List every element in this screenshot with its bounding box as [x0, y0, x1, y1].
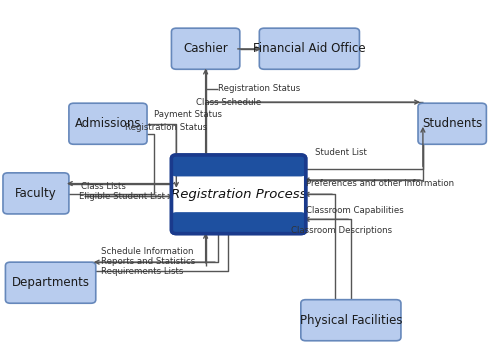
Text: Class Schedule: Class Schedule: [196, 98, 261, 107]
Text: Financial Aid Office: Financial Aid Office: [253, 42, 366, 55]
Text: Registration Status: Registration Status: [218, 84, 300, 93]
FancyBboxPatch shape: [69, 103, 147, 144]
Text: Requirements Lists: Requirements Lists: [100, 267, 183, 276]
Text: Registration Process: Registration Process: [171, 188, 306, 201]
Bar: [176, 216, 301, 223]
Text: Preferences and other information: Preferences and other information: [306, 179, 454, 188]
FancyBboxPatch shape: [171, 155, 306, 176]
FancyBboxPatch shape: [5, 262, 96, 303]
Text: Cashier: Cashier: [183, 42, 228, 55]
Text: Registration Status: Registration Status: [125, 123, 207, 132]
FancyBboxPatch shape: [171, 28, 240, 69]
Text: Payment Status: Payment Status: [154, 111, 222, 120]
Text: Classroom Descriptions: Classroom Descriptions: [291, 225, 392, 234]
Bar: [179, 158, 298, 173]
FancyBboxPatch shape: [171, 212, 306, 234]
Text: Reports and Statistics: Reports and Statistics: [100, 257, 195, 266]
Text: Studnents: Studnents: [422, 117, 482, 130]
Text: Schedule Information: Schedule Information: [100, 247, 193, 256]
Text: Faculty: Faculty: [15, 187, 57, 200]
FancyBboxPatch shape: [301, 300, 401, 341]
FancyBboxPatch shape: [171, 155, 306, 234]
Text: Admissions: Admissions: [75, 117, 141, 130]
Text: Classroom Capabilities: Classroom Capabilities: [306, 206, 403, 215]
Text: Physical Facilities: Physical Facilities: [299, 314, 402, 327]
Text: Class Lists: Class Lists: [81, 182, 126, 191]
Bar: [176, 166, 301, 173]
FancyBboxPatch shape: [418, 103, 487, 144]
Text: Eligible Student List: Eligible Student List: [79, 192, 165, 201]
FancyBboxPatch shape: [3, 173, 69, 214]
FancyBboxPatch shape: [259, 28, 359, 69]
Text: Departments: Departments: [11, 276, 90, 289]
Text: Student List: Student List: [315, 148, 367, 157]
